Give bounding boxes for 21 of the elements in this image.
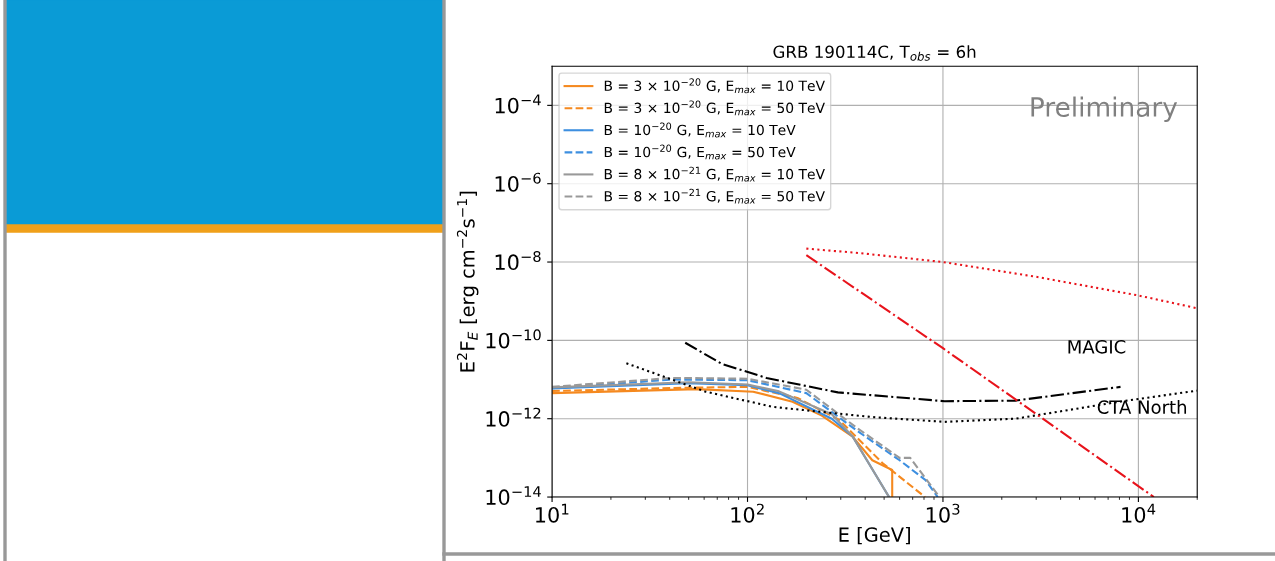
legend-label: B = 10$^{−20}$ G, E$_{max}$ = 50 TeV — [604, 144, 796, 160]
annotation: CTA North — [1097, 399, 1187, 414]
legend-label: B = 3 × 10$^{−20}$ G, E$_{max}$ = 10 TeV — [604, 78, 825, 94]
x-tick-label: 10$^{2}$ — [731, 503, 764, 523]
y-tick-label: 10$^{−8}$ — [495, 250, 541, 271]
legend-label: B = 8 × 10$^{−21}$ G, E$_{max}$ = 50 TeV — [604, 188, 825, 204]
y-tick-label: 10$^{−4}$ — [495, 94, 541, 114]
text: E$^{2}$F$_{E}$ [erg cm$^{−2}$s$^{−1}$] — [456, 191, 479, 372]
annotation: MAGIC — [1068, 339, 1126, 354]
y-tick-label: 10$^{−14}$ — [486, 486, 541, 506]
x-tick-label: 10$^{4}$ — [1122, 503, 1156, 523]
y-tick-label: 10$^{−10}$ — [486, 329, 541, 349]
y-tick-label: 10$^{−6}$ — [495, 172, 541, 192]
legend-label: B = 3 × 10$^{−20}$ G, E$_{max}$ = 50 TeV — [604, 100, 825, 116]
legend-label: B = 10$^{−20}$ G, E$_{max}$ = 10 TeV — [604, 122, 796, 138]
chart-title: GRB 190114C, T$_{obs}$ = 6h — [773, 45, 976, 61]
x-tick-label: 10$^{3}$ — [926, 503, 960, 523]
legend-label: B = 8 × 10$^{−21}$ G, E$_{max}$ = 10 TeV — [604, 166, 825, 182]
y-tick-label: 10$^{−12}$ — [486, 407, 541, 427]
x-tick-label: 10$^{1}$ — [536, 503, 569, 523]
x-axis-title: E [GeV] — [839, 526, 910, 545]
